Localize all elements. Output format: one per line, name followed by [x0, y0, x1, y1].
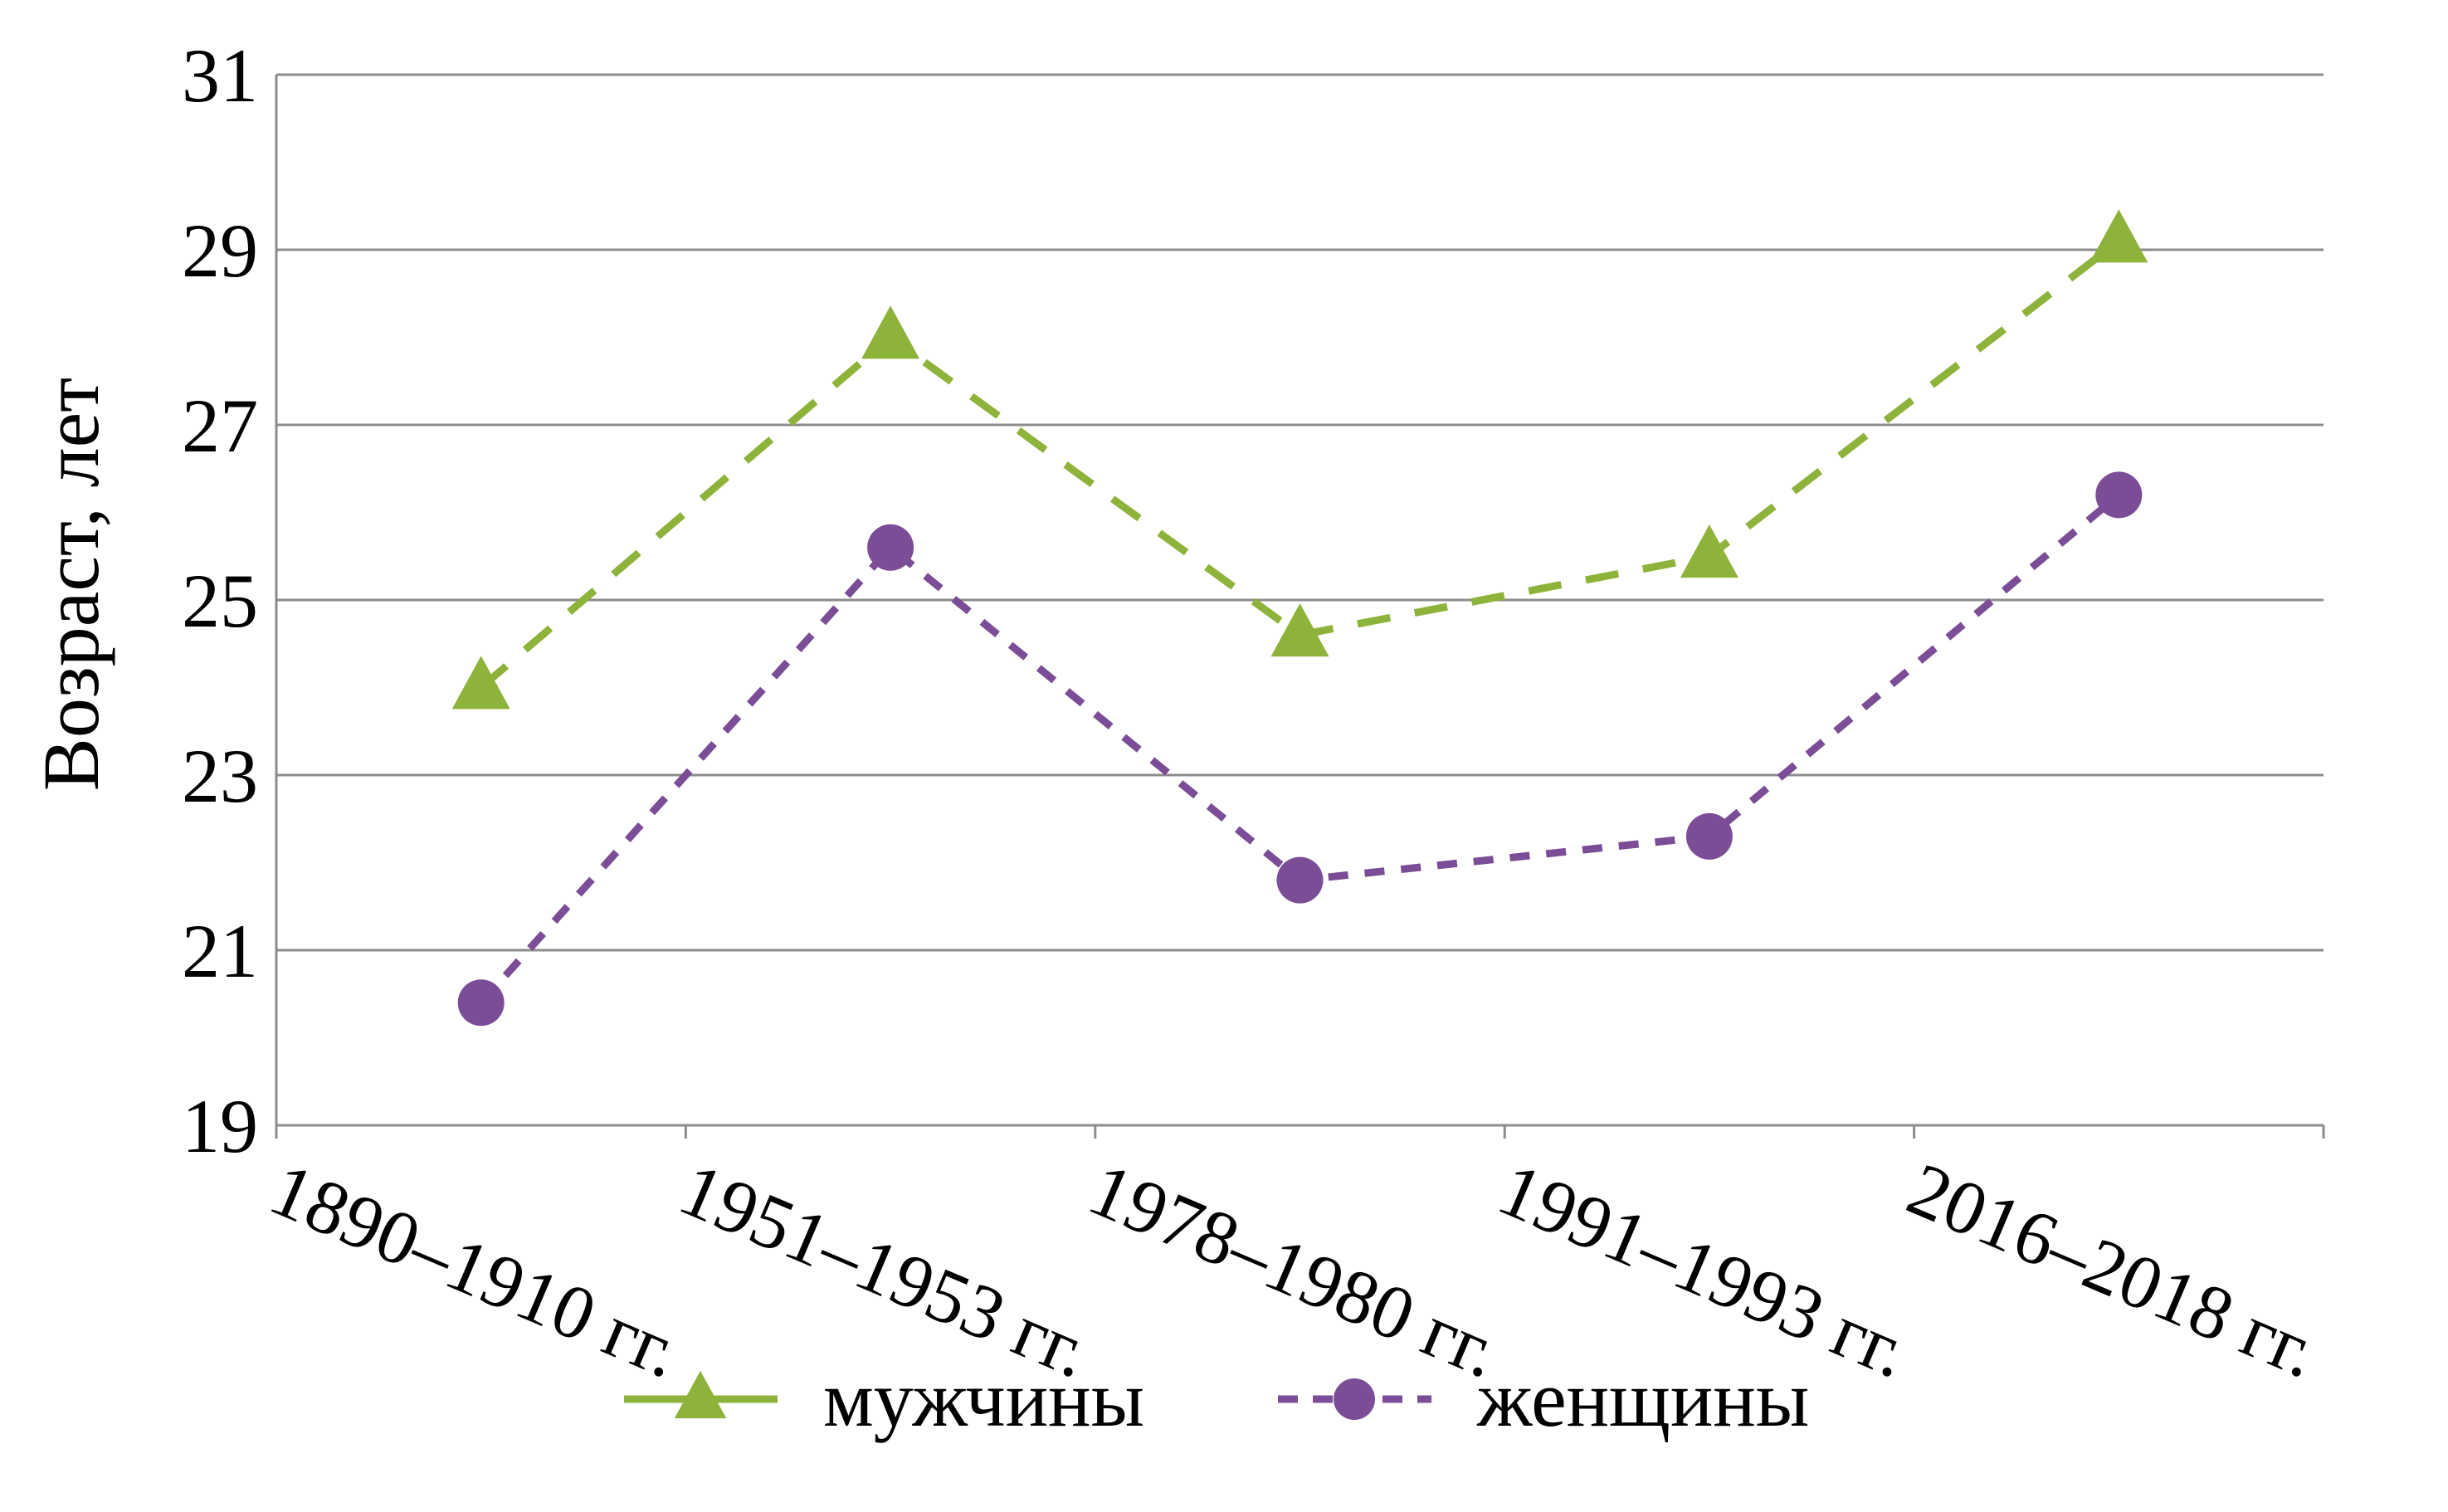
series: [451, 209, 2148, 1027]
y-tick-label: 21: [182, 909, 258, 993]
series-line: [478, 237, 2122, 690]
data-point: [867, 524, 914, 571]
y-axis-title: Возраст, лет: [27, 378, 115, 791]
data-point: [861, 305, 920, 359]
data-point: [1680, 524, 1738, 578]
y-tick-label: 29: [182, 208, 258, 293]
x-tick-labels: 1890–1910 гг.1951–1953 гг.1978–1980 гг.1…: [259, 1146, 2331, 1394]
data-point: [1276, 856, 1324, 904]
y-tick-label: 27: [182, 383, 258, 468]
y-tick-label: 31: [182, 33, 258, 118]
legend: мужчины женщины: [624, 1354, 1809, 1443]
legend-label: мужчины: [823, 1354, 1144, 1443]
legend-item: женщины: [1278, 1354, 1809, 1443]
y-tick-labels: 19 21 23 25 27 29 31: [182, 33, 258, 1168]
y-tick-label: 25: [182, 558, 258, 643]
legend-label: женщины: [1476, 1354, 1809, 1443]
y-tick-label: 19: [182, 1084, 258, 1168]
series-line: [478, 491, 2122, 1006]
data-point: [457, 979, 505, 1027]
legend-marker: [1334, 1378, 1375, 1420]
data-point: [2095, 471, 2143, 519]
data-point: [451, 656, 510, 710]
legend-marker: [674, 1370, 727, 1419]
gridlines: [276, 73, 2324, 952]
x-tick-label: 1890–1910 гг.: [259, 1146, 693, 1394]
axes: [275, 75, 2325, 1139]
x-tick-label: 2016–2018 гг.: [1896, 1146, 2330, 1394]
data-point: [2090, 209, 2148, 263]
legend-item: мужчины: [624, 1354, 1144, 1443]
series-1: [451, 209, 2148, 710]
y-tick-label: 23: [182, 734, 258, 818]
data-point: [1685, 812, 1733, 860]
data-point: [1270, 603, 1329, 657]
series-2: [457, 471, 2143, 1027]
